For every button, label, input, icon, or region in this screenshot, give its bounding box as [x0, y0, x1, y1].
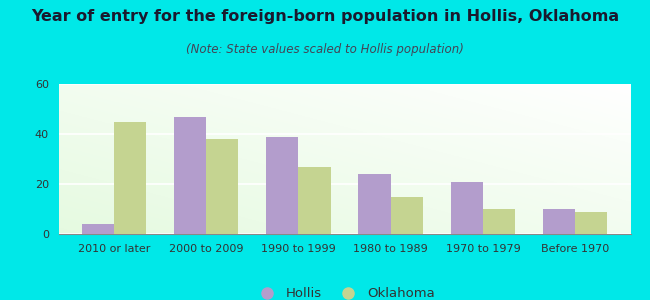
Bar [206, 139, 239, 234]
Bar [391, 196, 423, 234]
Bar [174, 116, 206, 234]
Text: Year of entry for the foreign-born population in Hollis, Oklahoma: Year of entry for the foreign-born popul… [31, 9, 619, 24]
Text: (Note: State values scaled to Hollis population): (Note: State values scaled to Hollis pop… [186, 44, 464, 56]
Bar [114, 122, 146, 234]
Legend: Hollis, Oklahoma: Hollis, Oklahoma [249, 282, 440, 300]
Bar [358, 174, 391, 234]
Bar [575, 212, 608, 234]
Bar [543, 209, 575, 234]
Bar [266, 136, 298, 234]
Bar [81, 224, 114, 234]
Bar [450, 182, 483, 234]
Bar [298, 167, 331, 234]
Bar [483, 209, 515, 234]
